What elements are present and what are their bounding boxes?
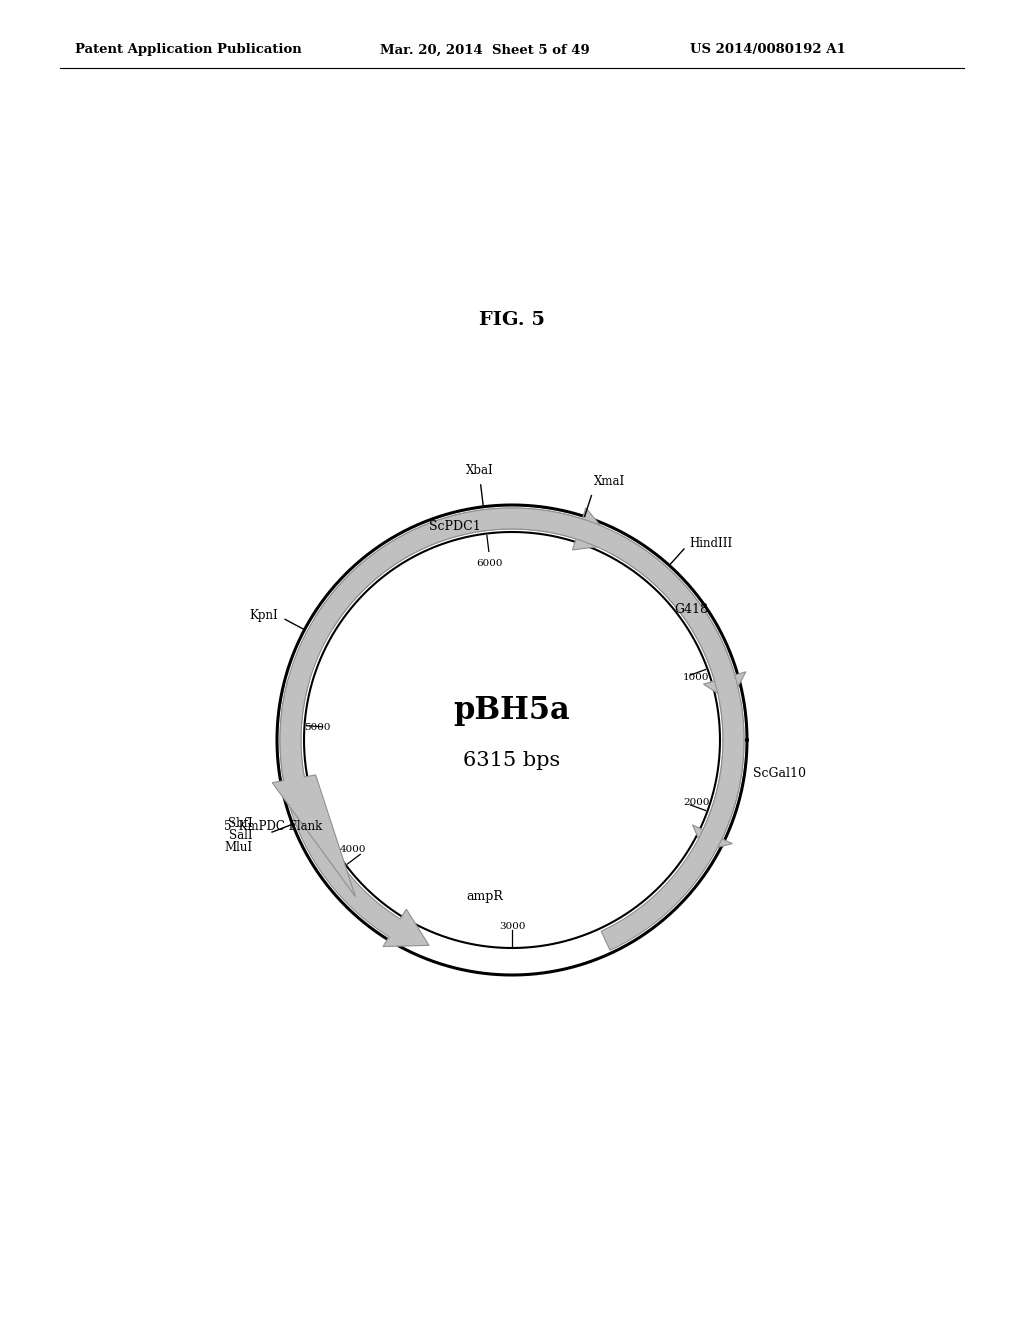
Polygon shape	[611, 535, 745, 701]
Text: Mar. 20, 2014  Sheet 5 of 49: Mar. 20, 2014 Sheet 5 of 49	[380, 44, 590, 57]
Text: XmaI: XmaI	[594, 475, 625, 488]
Text: KpnI: KpnI	[249, 609, 279, 622]
Polygon shape	[272, 508, 744, 950]
Text: XbaI: XbaI	[466, 463, 494, 477]
Text: US 2014/0080192 A1: US 2014/0080192 A1	[690, 44, 846, 57]
Text: 4000: 4000	[340, 845, 367, 854]
Text: ScGal10: ScGal10	[753, 767, 806, 780]
Text: ampR: ampR	[466, 891, 503, 903]
Text: pBH5a: pBH5a	[454, 694, 570, 726]
Text: MluI: MluI	[224, 841, 253, 854]
Text: 1000: 1000	[683, 673, 710, 682]
Text: 6315 bps: 6315 bps	[464, 751, 560, 770]
Polygon shape	[280, 680, 429, 946]
Text: Patent Application Publication: Patent Application Publication	[75, 44, 302, 57]
Text: SbfI: SbfI	[228, 817, 253, 830]
Polygon shape	[315, 508, 616, 628]
Text: FIG. 5: FIG. 5	[479, 312, 545, 329]
Text: 5'-KmPDC Flank: 5'-KmPDC Flank	[224, 820, 323, 833]
Text: ScPDC1: ScPDC1	[429, 520, 480, 532]
Text: G418: G418	[674, 603, 709, 616]
Text: HindIII: HindIII	[689, 536, 732, 549]
Text: 6000: 6000	[476, 560, 503, 569]
Text: 5000: 5000	[304, 723, 331, 731]
Text: 2000: 2000	[683, 797, 710, 807]
Text: SalI: SalI	[229, 829, 253, 842]
Polygon shape	[692, 700, 744, 851]
Text: 3000: 3000	[499, 921, 525, 931]
